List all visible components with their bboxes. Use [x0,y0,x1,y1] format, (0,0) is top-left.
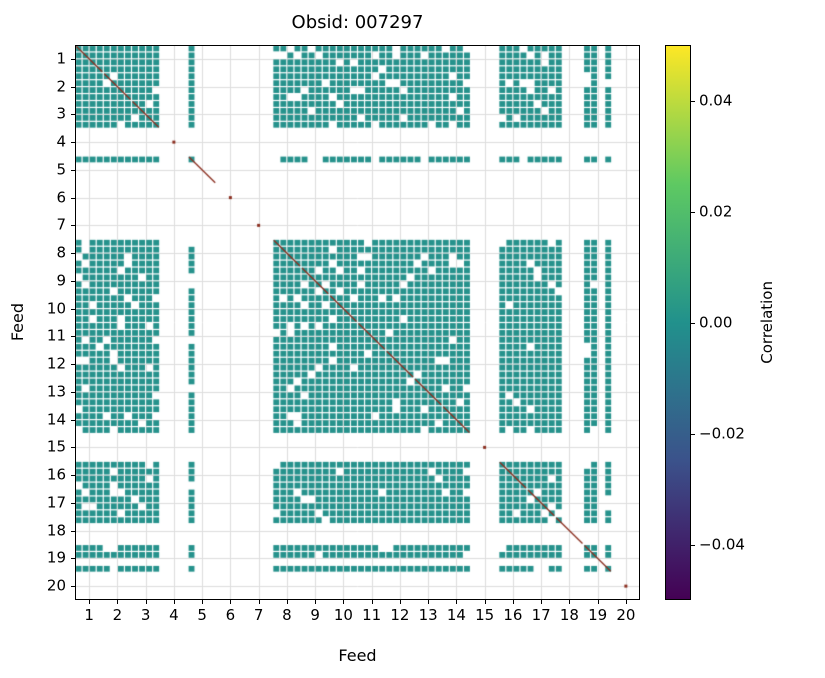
y-tick-label: 16 [46,465,66,484]
x-tick-mark [456,600,458,604]
y-tick-mark [71,502,75,504]
y-tick-mark [71,308,75,310]
x-tick-label: 10 [333,606,353,624]
y-tick-mark [71,419,75,421]
y-tick-label: 9 [56,271,66,290]
x-tick-label: 12 [390,606,410,624]
x-tick-mark [145,600,147,604]
y-tick-label: 8 [56,243,66,262]
y-tick-label: 17 [46,493,66,512]
y-tick-label: 5 [56,160,66,179]
heatmap-canvas [75,45,640,600]
y-tick-label: 18 [46,521,66,540]
colorbar-tick-mark [691,544,695,546]
y-tick-mark [71,530,75,532]
y-tick-label: 6 [56,188,66,207]
colorbar-tick-mark [691,322,695,324]
y-tick-mark [71,391,75,393]
y-tick-mark [71,558,75,560]
y-tick-label: 11 [46,326,66,345]
x-tick-mark [512,600,514,604]
colorbar-tick-label: −0.02 [699,424,745,442]
x-tick-label: 16 [503,606,523,624]
y-tick-label: 12 [46,354,66,373]
y-tick-label: 3 [56,104,66,123]
y-tick-mark [71,225,75,227]
y-tick-label: 13 [46,382,66,401]
x-tick-label: 3 [140,606,151,624]
y-tick-mark [71,253,75,255]
x-tick-mark [569,600,571,604]
y-tick-mark [71,58,75,60]
y-tick-mark [71,586,75,588]
x-tick-label: 19 [588,606,608,624]
colorbar-tick-label: 0.00 [699,313,733,331]
x-tick-label: 5 [197,606,207,624]
x-tick-mark [89,600,91,604]
x-tick-mark [597,600,599,604]
x-tick-label: 13 [418,606,438,624]
x-tick-label: 6 [225,606,236,624]
y-tick-label: 7 [56,215,66,234]
colorbar-tick-mark [691,100,695,102]
x-tick-label: 11 [362,606,382,624]
x-tick-label: 9 [310,606,320,624]
x-tick-mark [541,600,543,604]
colorbar-label: Correlation [758,281,776,364]
x-tick-mark [315,600,317,604]
x-tick-label: 18 [559,606,579,624]
colorbar-tick-mark [691,211,695,213]
y-tick-mark [71,142,75,144]
x-tick-label: 8 [282,606,292,624]
x-tick-label: 17 [531,606,551,624]
y-tick-mark [71,280,75,282]
x-axis-label: Feed [338,646,377,665]
y-tick-mark [71,475,75,477]
y-tick-label: 1 [56,49,66,68]
y-tick-mark [71,336,75,338]
x-tick-label: 20 [616,606,636,624]
x-tick-mark [428,600,430,604]
colorbar-tick-label: 0.04 [699,91,733,109]
colorbar-tick-label: 0.02 [699,202,733,220]
y-tick-mark [71,447,75,449]
x-tick-mark [286,600,288,604]
x-tick-mark [343,600,345,604]
y-tick-label: 15 [46,437,66,456]
y-tick-mark [71,114,75,116]
y-tick-label: 19 [46,548,66,567]
y-tick-mark [71,364,75,366]
x-tick-mark [371,600,373,604]
colorbar-tick-mark [691,433,695,435]
x-tick-mark [484,600,486,604]
x-tick-label: 1 [84,606,94,624]
y-tick-mark [71,169,75,171]
y-tick-mark [71,86,75,88]
x-tick-mark [202,600,204,604]
x-tick-mark [173,600,175,604]
plot-title: Obsid: 007297 [291,12,424,33]
y-tick-label: 20 [46,576,66,595]
x-tick-label: 4 [169,606,179,624]
y-axis-label: Feed [7,303,27,342]
x-tick-label: 14 [446,606,466,624]
y-tick-label: 10 [46,299,66,318]
y-tick-mark [71,197,75,199]
x-tick-mark [399,600,401,604]
x-tick-mark [117,600,119,604]
x-tick-label: 15 [475,606,495,624]
colorbar-tick-label: −0.04 [699,535,745,553]
x-tick-label: 7 [253,606,264,624]
y-tick-label: 2 [56,77,66,96]
y-tick-label: 14 [46,410,66,429]
colorbar [665,45,691,600]
x-tick-label: 2 [112,606,123,624]
y-tick-label: 4 [56,132,66,151]
x-tick-mark [625,600,627,604]
x-tick-mark [230,600,232,604]
x-tick-mark [258,600,260,604]
